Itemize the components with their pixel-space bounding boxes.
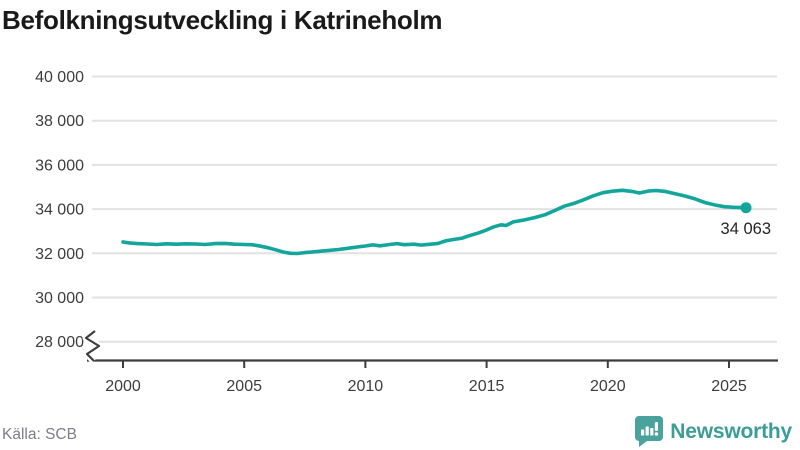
series-layer: 34 063 [121,188,771,256]
y-axis-tick-label: 34 000 [35,202,84,219]
chart-title: Befolkningsutveckling i Katrineholm [2,5,443,35]
grid-layer: 28 000 30 000 32 000 34 000 36 000 38 000 40 0… [35,69,777,351]
y-axis-tick-label: 28 000 [35,334,84,351]
y-axis-tick-label: 36 000 [35,157,84,174]
x-axis-tick-label: 2005 [226,378,262,395]
bar-chart-speech-bubble-icon [635,416,664,447]
brand-name: Newsworthy [670,419,792,443]
population-line [121,188,748,256]
chart-svg: 28 000 30 000 32 000 34 000 36 000 38 000 40 0… [35,69,778,395]
x-axis-tick-label: 2010 [348,378,384,395]
end-value-label: 34 063 [721,220,771,238]
x-axis-tick-label: 2025 [711,378,747,395]
x-axis-tick-label: 2020 [590,378,626,395]
end-point-dot [740,202,752,214]
source-note: Källa: SCB [2,426,77,443]
x-axis-tick-label: 2000 [105,378,141,395]
newsworthy-logo[interactable]: Newsworthy [635,416,792,447]
axis-layer: 2000 2005 2010 2015 2020 2025 [82,328,778,395]
y-axis-tick-label: 30 000 [35,290,84,307]
y-axis-tick-label: 32 000 [35,246,84,263]
y-axis-tick-label: 38 000 [35,113,84,130]
y-axis-tick-label: 40 000 [35,69,84,86]
axis-break-icon [84,330,101,362]
x-axis-tick-label: 2015 [469,378,505,395]
